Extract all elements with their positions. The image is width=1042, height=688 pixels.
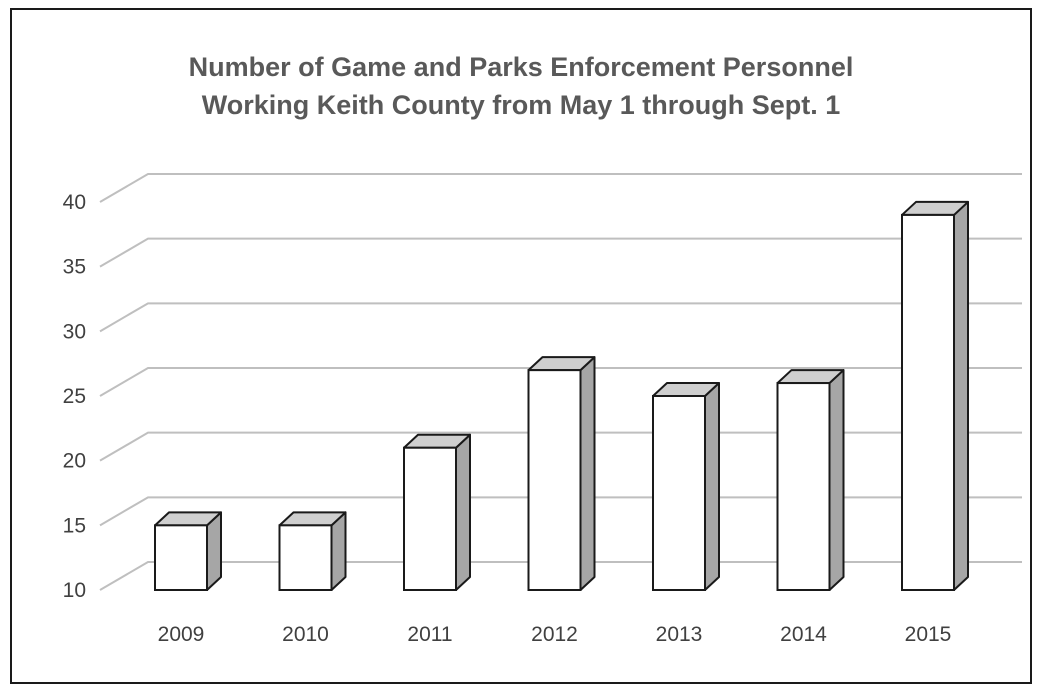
x-tick-label: 2011 xyxy=(407,623,452,646)
gridline xyxy=(99,496,1022,527)
x-tick-label: 2015 xyxy=(905,623,952,646)
y-tick-label: 15 xyxy=(63,514,86,537)
y-tick-label: 10 xyxy=(63,579,86,602)
gridline xyxy=(99,367,1022,397)
bar-side xyxy=(953,200,969,591)
chart-title-line-1: Number of Game and Parks Enforcement Per… xyxy=(188,52,854,82)
y-tick-label: 40 xyxy=(63,191,86,214)
bar xyxy=(776,382,831,592)
x-tick-label: 2012 xyxy=(531,623,578,646)
bar xyxy=(527,369,582,591)
chart-title-line-2: Working Keith County from May 1 through … xyxy=(201,90,841,120)
bar xyxy=(403,446,457,591)
bar-side xyxy=(579,356,596,591)
gridline xyxy=(99,561,1022,591)
bar xyxy=(901,213,955,592)
gridline xyxy=(99,237,1022,268)
bar-side xyxy=(828,369,845,591)
chart-title: Number of Game and Parks Enforcement Per… xyxy=(0,48,1042,124)
gridline xyxy=(99,173,1022,203)
bar xyxy=(652,395,706,591)
y-tick-label: 20 xyxy=(63,450,86,473)
x-tick-label: 2014 xyxy=(780,623,827,646)
x-tick-label: 2010 xyxy=(282,623,329,646)
gridline xyxy=(99,302,1022,333)
y-tick-label: 25 xyxy=(63,385,86,408)
y-tick-label: 30 xyxy=(63,320,86,343)
y-tick-label: 35 xyxy=(63,256,86,279)
x-tick-label: 2013 xyxy=(656,623,703,646)
bar xyxy=(278,524,333,591)
gridline xyxy=(99,431,1022,462)
bar-side xyxy=(455,433,471,591)
x-tick-label: 2009 xyxy=(158,623,205,646)
bar-side xyxy=(704,382,720,591)
bar xyxy=(154,524,208,591)
